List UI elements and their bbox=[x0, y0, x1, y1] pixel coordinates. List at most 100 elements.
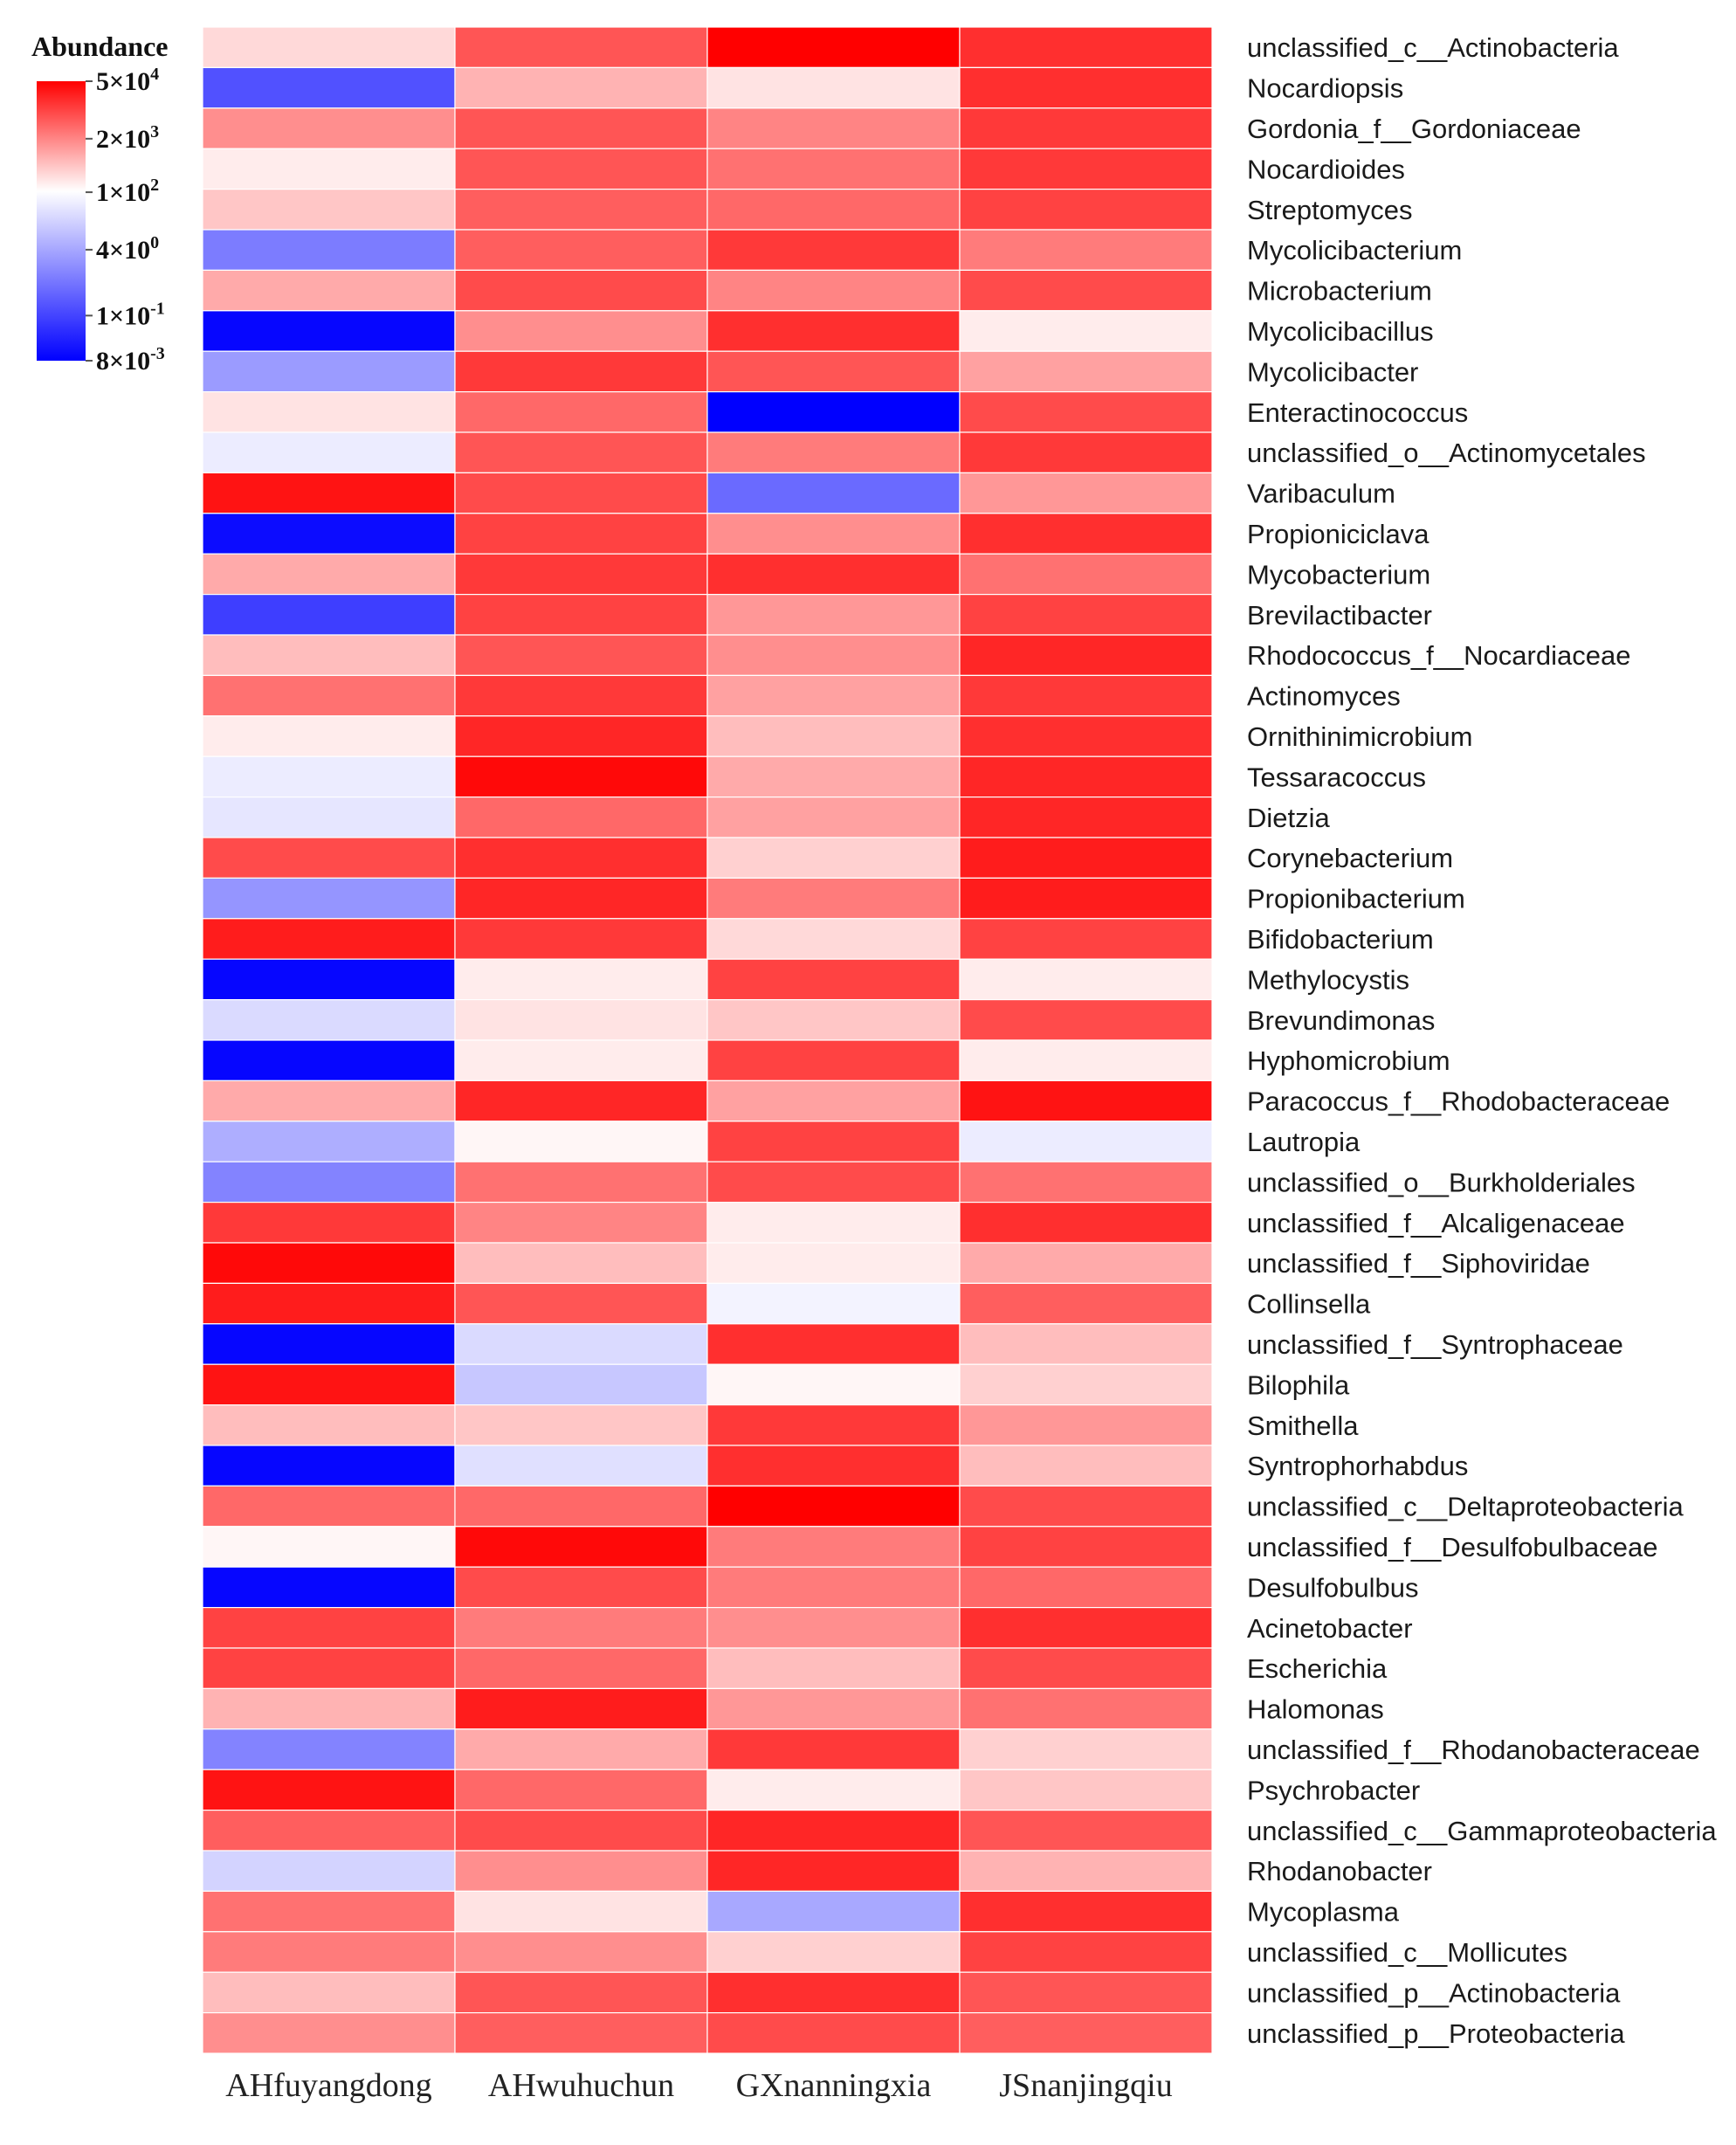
heatmap-cell bbox=[959, 1931, 1213, 1973]
heatmap-cell bbox=[959, 918, 1213, 960]
row-label: Bilophila bbox=[1247, 1369, 1350, 1400]
heatmap-cell bbox=[706, 1404, 961, 1446]
heatmap-cell bbox=[706, 1769, 961, 1811]
row-label: Tessaracoccus bbox=[1247, 762, 1426, 792]
heatmap-cell bbox=[706, 269, 961, 312]
row-label: unclassified_c__Deltaproteobacteria bbox=[1247, 1492, 1684, 1522]
row-label: Dietzia bbox=[1247, 803, 1331, 833]
heatmap-cell bbox=[202, 1850, 456, 1893]
heatmap-cell bbox=[202, 1769, 456, 1811]
heatmap-cell bbox=[706, 837, 961, 879]
heatmap-cell bbox=[706, 553, 961, 596]
heatmap-cell bbox=[959, 229, 1213, 272]
heatmap-cell bbox=[202, 1445, 456, 1487]
heatmap-cell bbox=[454, 1566, 708, 1609]
heatmap-cell bbox=[202, 1810, 456, 1852]
heatmap-cell bbox=[454, 513, 708, 555]
row-label: Escherichia bbox=[1247, 1653, 1388, 1684]
heatmap-cell bbox=[202, 1728, 456, 1770]
heatmap-cell bbox=[959, 755, 1213, 798]
heatmap-cell bbox=[959, 1647, 1213, 1690]
heatmap-cell bbox=[202, 1890, 456, 1933]
heatmap-cell bbox=[959, 269, 1213, 312]
heatmap-cell bbox=[959, 1687, 1213, 1730]
row-label: Mycobacterium bbox=[1247, 559, 1430, 590]
heatmap-cell bbox=[202, 634, 456, 677]
heatmap-cell bbox=[706, 1687, 961, 1730]
row-label: Corynebacterium bbox=[1247, 843, 1453, 873]
heatmap-cell bbox=[706, 1039, 961, 1082]
heatmap-cell bbox=[202, 148, 456, 190]
heatmap-cell bbox=[959, 391, 1213, 433]
heatmap-cell bbox=[202, 1121, 456, 1162]
heatmap-cell bbox=[202, 1485, 456, 1528]
heatmap-cell bbox=[454, 431, 708, 474]
heatmap-cell bbox=[202, 1039, 456, 1082]
row-label: Mycoplasma bbox=[1247, 1897, 1400, 1928]
heatmap-cell bbox=[202, 1971, 456, 2014]
heatmap-cell bbox=[202, 1363, 456, 1406]
heatmap-cell bbox=[454, 1971, 708, 2014]
heatmap-cell bbox=[454, 1526, 708, 1568]
heatmap-cell bbox=[454, 107, 708, 149]
heatmap-cell bbox=[454, 593, 708, 636]
heatmap-cell bbox=[202, 431, 456, 474]
heatmap-cell bbox=[202, 107, 456, 149]
row-label: unclassified_f__Rhodanobacteraceae bbox=[1247, 1735, 1700, 1765]
heatmap-cell bbox=[959, 472, 1213, 514]
heatmap-cell bbox=[706, 513, 961, 555]
heatmap-cell bbox=[959, 431, 1213, 474]
heatmap-cell bbox=[454, 1242, 708, 1285]
heatmap-cell bbox=[202, 1161, 456, 1204]
heatmap-cell bbox=[959, 1079, 1213, 1122]
row-label: Psychrobacter bbox=[1247, 1775, 1420, 1805]
legend-title: Abundance bbox=[31, 31, 169, 62]
heatmap-cell bbox=[202, 877, 456, 920]
heatmap-cell bbox=[454, 229, 708, 272]
heatmap-cell bbox=[202, 1647, 456, 1690]
heatmap-cell bbox=[454, 350, 708, 393]
heatmap-cell bbox=[202, 513, 456, 555]
row-label: Propionibacterium bbox=[1247, 884, 1465, 914]
row-label: Bifidobacterium bbox=[1247, 924, 1434, 955]
heatmap-cell bbox=[706, 1728, 961, 1770]
heatmap-cell bbox=[706, 189, 961, 231]
heatmap-cell bbox=[959, 1242, 1213, 1285]
heatmap-cell bbox=[202, 674, 456, 717]
heatmap-cell bbox=[706, 1282, 961, 1325]
heatmap-cell bbox=[959, 1121, 1213, 1162]
heatmap-cell bbox=[706, 431, 961, 474]
heatmap-cell bbox=[454, 1485, 708, 1528]
heatmap-cell bbox=[202, 1282, 456, 1325]
heatmap-cell bbox=[706, 877, 961, 920]
row-label: unclassified_o__Burkholderiales bbox=[1247, 1167, 1636, 1197]
heatmap-cell bbox=[202, 1606, 456, 1649]
heatmap-cell bbox=[706, 1647, 961, 1690]
heatmap-cell bbox=[202, 837, 456, 879]
heatmap-cell bbox=[454, 1363, 708, 1406]
heatmap-cell bbox=[202, 755, 456, 798]
heatmap-cell bbox=[706, 634, 961, 677]
heatmap-cell bbox=[202, 26, 456, 69]
heatmap-cell bbox=[959, 998, 1213, 1041]
heatmap-cell bbox=[454, 877, 708, 920]
heatmap-cell bbox=[202, 189, 456, 231]
heatmap-cell bbox=[959, 553, 1213, 596]
row-label: unclassified_c__Mollicutes bbox=[1247, 1937, 1567, 1968]
heatmap-cell bbox=[202, 350, 456, 393]
heatmap-cell bbox=[959, 1728, 1213, 1770]
legend-tick-label: 4×100 bbox=[96, 233, 159, 265]
heatmap-cell bbox=[959, 1323, 1213, 1365]
row-label: Gordonia_f__Gordoniaceae bbox=[1247, 114, 1581, 144]
row-label: unclassified_f__Siphoviridae bbox=[1247, 1248, 1590, 1279]
heatmap-cell bbox=[454, 1121, 708, 1162]
heatmap-cell bbox=[706, 1121, 961, 1162]
row-label: Acinetobacter bbox=[1247, 1613, 1413, 1644]
row-label: unclassified_c__Actinobacteria bbox=[1247, 32, 1619, 63]
row-label: Hyphomicrobium bbox=[1247, 1045, 1450, 1076]
row-label: Mycolicibacterium bbox=[1247, 235, 1462, 266]
legend-tick-label: 1×10-1 bbox=[96, 299, 165, 330]
heatmap-cell bbox=[454, 1606, 708, 1649]
heatmap-cell bbox=[454, 1769, 708, 1811]
